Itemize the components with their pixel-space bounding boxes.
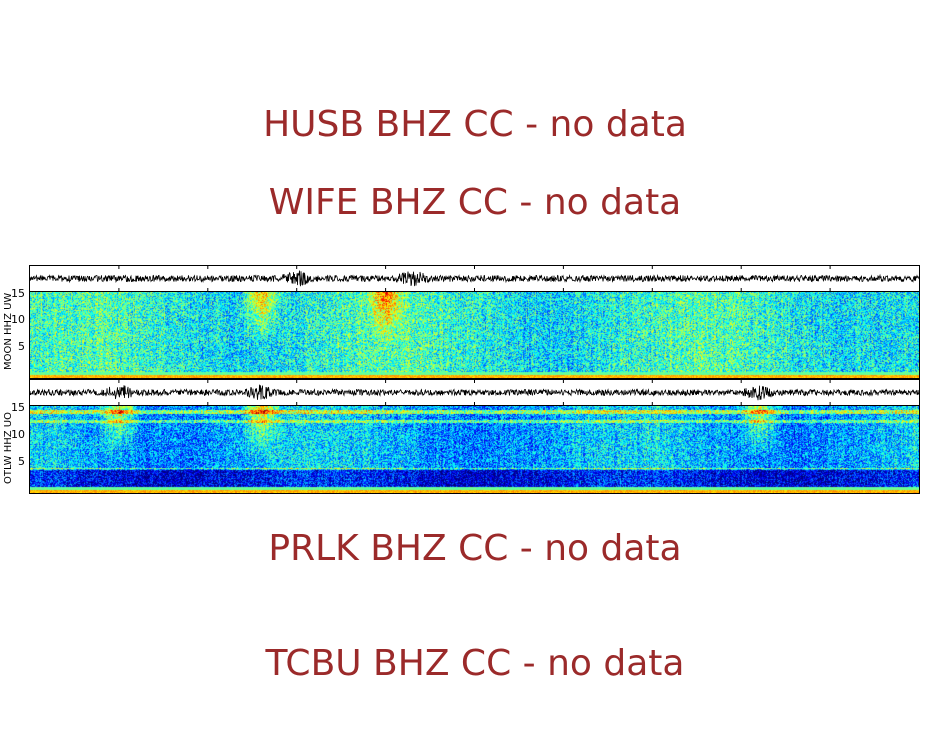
spectrogram-moon (29, 291, 920, 379)
y-axis-ticks-otlw: 15 10 5 (0, 401, 28, 494)
waveform-trace-moon (29, 265, 920, 292)
y-tick-label: 5 (18, 340, 25, 353)
y-tick-label: 10 (11, 428, 25, 441)
waveform-line (30, 384, 919, 401)
waveform-trace-otlw (29, 379, 920, 406)
y-axis-label-otlw: OTLW HHZ UO (3, 412, 14, 484)
y-tick-label: 15 (11, 287, 25, 300)
no-data-message-prlk: PRLK BHZ CC - no data (268, 528, 682, 569)
y-tick-label: 15 (11, 401, 25, 414)
spectrogram-otlw (29, 405, 920, 494)
waveform-line (30, 270, 919, 287)
no-data-message-husb: HUSB BHZ CC - no data (263, 104, 687, 145)
y-axis-label-moon: MOON HHZ UW (3, 292, 14, 370)
y-axis-ticks-moon: 15 10 5 (0, 287, 28, 379)
no-data-message-tcbu: TCBU BHZ CC - no data (265, 643, 685, 684)
no-data-message-wife: WIFE BHZ CC - no data (268, 182, 682, 223)
y-tick-label: 10 (11, 313, 25, 326)
y-tick-label: 5 (18, 455, 25, 468)
